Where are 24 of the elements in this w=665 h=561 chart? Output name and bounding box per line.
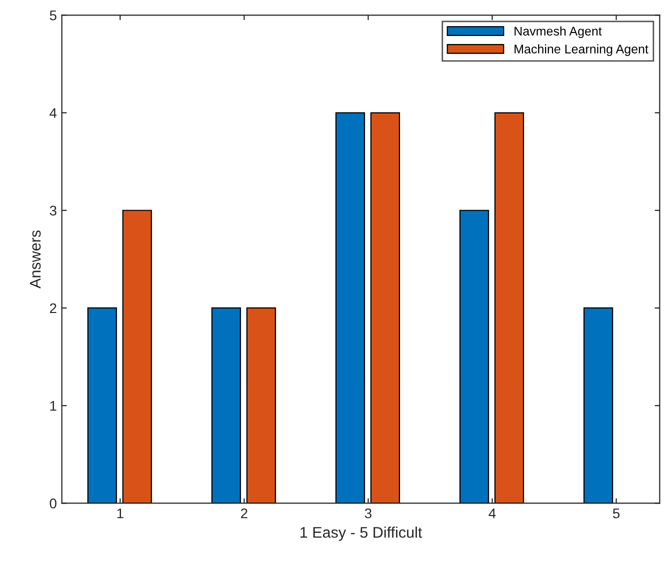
- bar: [87, 307, 117, 504]
- y-tick-label: 3: [50, 206, 56, 216]
- bar: [246, 307, 276, 504]
- y-tick-label: 5: [50, 10, 56, 20]
- bar: [494, 112, 524, 504]
- bar: [583, 307, 614, 504]
- x-tick-label: 2: [241, 508, 248, 518]
- legend-label: Machine Learning Agent: [514, 44, 648, 56]
- bar: [459, 210, 490, 504]
- x-tick-label: 4: [488, 508, 496, 518]
- y-tick-label: 4: [50, 108, 57, 118]
- y-tick-label: 2: [50, 303, 56, 314]
- x-axis-title: 1 Easy - 5 Difficult: [300, 526, 422, 541]
- y-tick-label: 0: [50, 498, 56, 508]
- bar: [211, 307, 242, 504]
- y-axis-title: Answers: [30, 230, 41, 288]
- bar: [122, 210, 152, 504]
- bar: [370, 112, 400, 504]
- x-tick-label: 5: [612, 508, 620, 518]
- y-tick-label: 1: [50, 401, 56, 411]
- bar: [335, 112, 366, 504]
- x-tick-label: 3: [364, 508, 372, 518]
- legend-label: Navmesh Agent: [514, 26, 602, 38]
- x-tick-label: 1: [117, 508, 124, 518]
